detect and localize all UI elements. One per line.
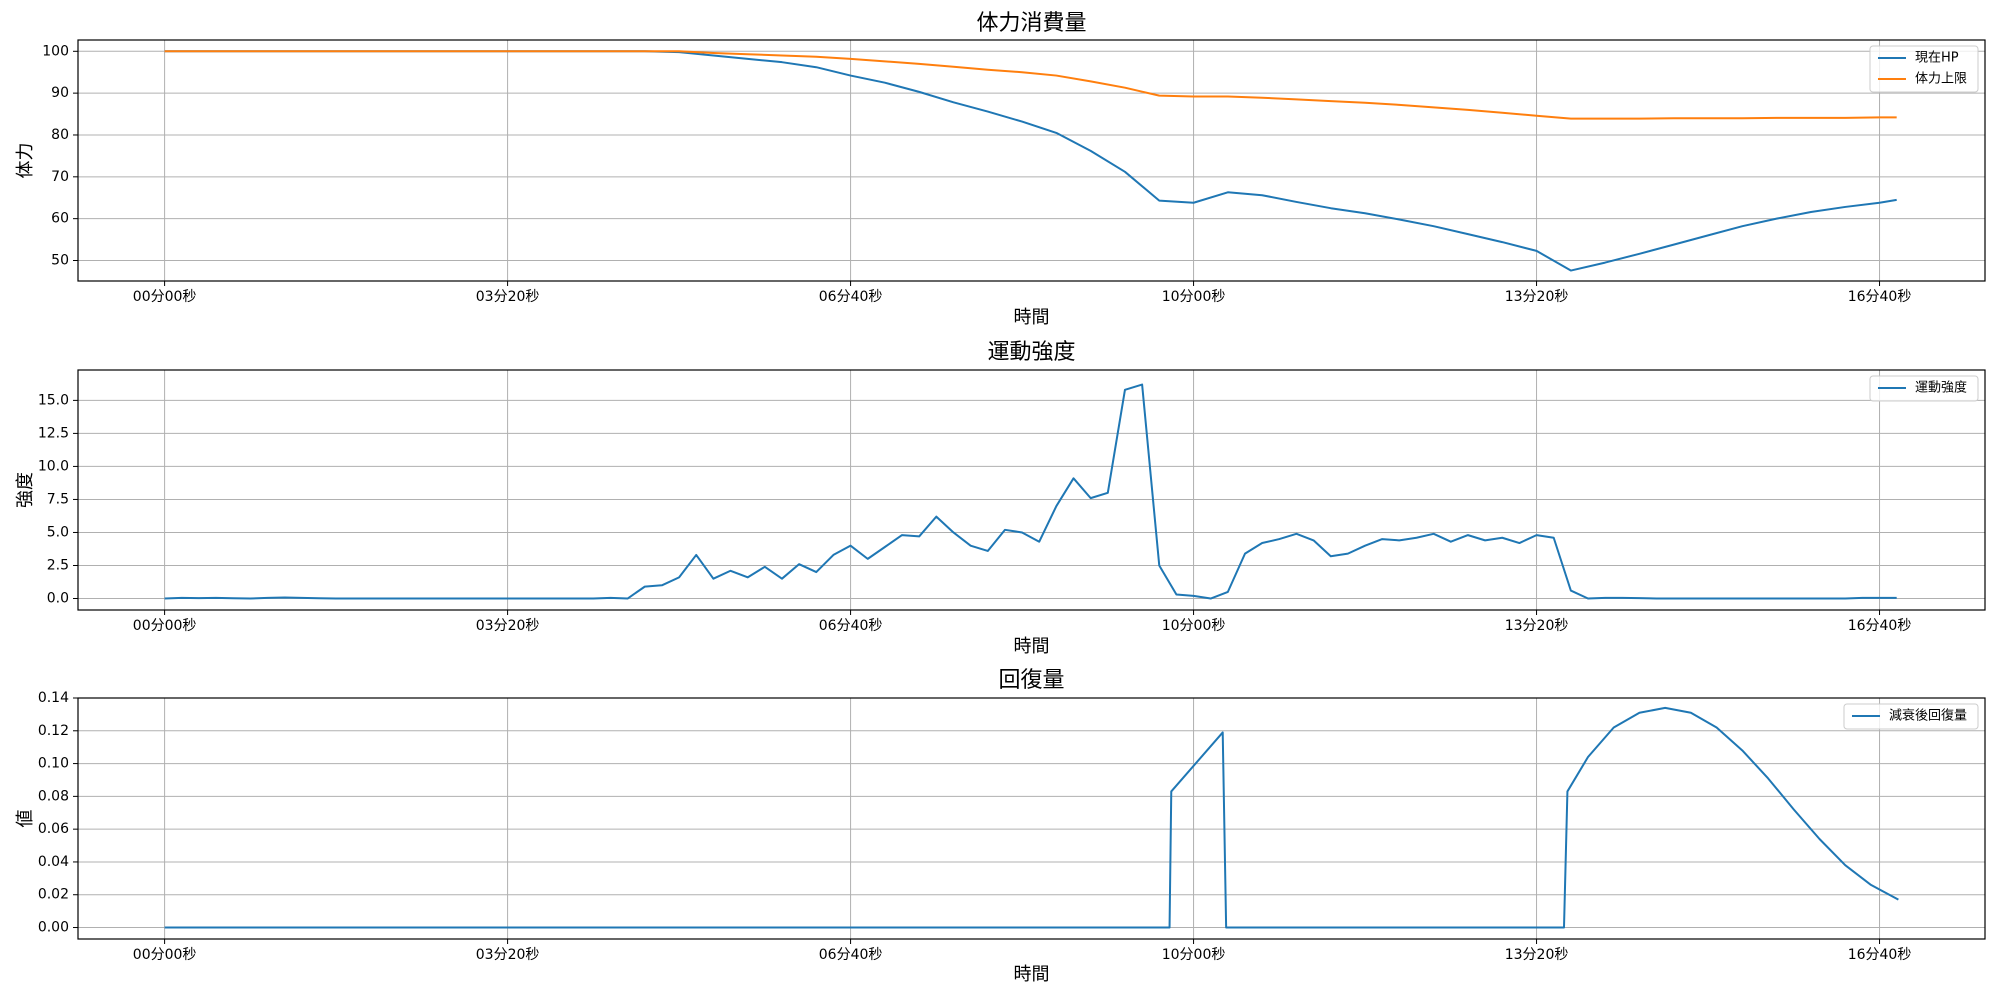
- x-tick-label: 00分00秒: [133, 618, 197, 634]
- x-tick-label: 06分40秒: [819, 618, 883, 634]
- y-tick-label: 0.06: [38, 821, 69, 837]
- legend: 運動強度: [1869, 375, 1979, 402]
- legend-box: [1843, 703, 1979, 730]
- x-tick-label: 10分00秒: [1162, 947, 1226, 963]
- chart-title: 回復量: [998, 668, 1064, 693]
- y-axis-label: 強度: [15, 472, 36, 508]
- x-tick-label: 16分40秒: [1848, 947, 1912, 963]
- y-tick-label: 90: [51, 85, 69, 101]
- y-tick-label: 0.00: [38, 920, 69, 936]
- legend: 現在HP 体力上限: [1869, 45, 1979, 93]
- data-line: [164, 50, 1897, 120]
- y-tick-label: 0.08: [38, 788, 69, 804]
- y-tick-label: 5.0: [47, 524, 69, 540]
- legend: 減衰後回復量: [1843, 703, 1979, 730]
- y-tick-label: 0.02: [38, 887, 69, 903]
- x-tick-label: 16分40秒: [1848, 618, 1912, 634]
- y-tick-label: 12.5: [38, 425, 69, 441]
- chart-title: 体力消費量: [976, 11, 1086, 36]
- x-tick-label: 06分40秒: [819, 289, 883, 305]
- y-axis-label: 値: [15, 810, 36, 828]
- data-line: [164, 50, 1897, 272]
- x-tick-label: 13分20秒: [1505, 289, 1569, 305]
- legend-label: 減衰後回復量: [1889, 708, 1967, 724]
- x-tick-label: 16分40秒: [1848, 289, 1912, 305]
- legend-label: 体力上限: [1915, 72, 1967, 87]
- chart-title: 運動強度: [987, 340, 1075, 365]
- x-tick-label: 13分20秒: [1505, 618, 1569, 634]
- x-axis-label: 時間: [1014, 964, 1050, 985]
- x-tick-label: 00分00秒: [133, 289, 197, 305]
- y-tick-label: 0.0: [47, 591, 69, 607]
- y-tick-label: 15.0: [38, 392, 69, 408]
- data-line: [164, 383, 1897, 600]
- y-tick-label: 80: [51, 127, 69, 143]
- y-tick-label: 2.5: [47, 557, 69, 573]
- y-tick-label: 7.5: [47, 491, 69, 507]
- legend-label: 運動強度: [1915, 380, 1967, 396]
- y-tick-label: 0.04: [38, 854, 69, 870]
- x-tick-label: 06分40秒: [819, 947, 883, 963]
- y-tick-label: 100: [42, 43, 69, 59]
- x-tick-label: 00分00秒: [133, 947, 197, 963]
- y-tick-label: 70: [51, 169, 69, 185]
- x-tick-label: 10分00秒: [1162, 289, 1226, 305]
- plot-frame: [77, 369, 1986, 611]
- y-tick-label: 60: [51, 211, 69, 227]
- y-tick-label: 0.12: [38, 723, 69, 739]
- plot-frame: [77, 697, 1986, 940]
- data-line: [164, 706, 1899, 929]
- y-tick-label: 0.14: [38, 690, 69, 706]
- y-tick-label: 0.10: [38, 756, 69, 772]
- y-tick-label: 10.0: [38, 458, 69, 474]
- x-tick-label: 03分20秒: [476, 289, 540, 305]
- y-axis-label: 体力: [15, 143, 36, 179]
- plot-frame: [77, 39, 1986, 282]
- x-axis-label: 時間: [1014, 636, 1050, 657]
- x-tick-label: 13分20秒: [1505, 947, 1569, 963]
- legend-label: 現在HP: [1915, 51, 1959, 66]
- y-tick-label: 50: [51, 252, 69, 268]
- x-tick-label: 03分20秒: [476, 618, 540, 634]
- x-axis-label: 時間: [1014, 307, 1050, 328]
- x-tick-label: 03分20秒: [476, 947, 540, 963]
- x-tick-label: 10分00秒: [1162, 618, 1226, 634]
- legend-box: [1869, 375, 1979, 402]
